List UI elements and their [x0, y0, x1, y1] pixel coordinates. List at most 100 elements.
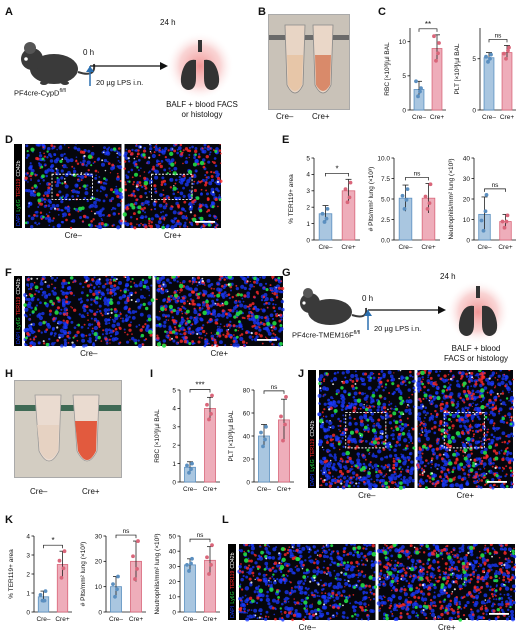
- y-tick-label: 10: [463, 217, 471, 224]
- y-axis-label: RBC [×10³]/µl BAL: [384, 42, 391, 96]
- stain-label: CD42b: [16, 278, 22, 294]
- panel-letter-h: H: [5, 368, 13, 380]
- panel-letter-e: E: [282, 134, 289, 146]
- y-tick-label: 0: [172, 479, 176, 486]
- y-tick-label: 1: [26, 590, 30, 597]
- significance-label: ns: [414, 170, 422, 177]
- data-point: [62, 566, 66, 570]
- significance-label: ns: [123, 528, 131, 535]
- y-tick-label: 0: [472, 107, 476, 114]
- data-point: [326, 207, 330, 211]
- y-tick-label: 0: [402, 107, 406, 114]
- panel-a-mouse-label: PF4cre-CypDfl/fl: [14, 88, 66, 98]
- scale-bar: [257, 339, 277, 341]
- data-point: [136, 539, 140, 543]
- data-point: [506, 49, 510, 53]
- significance-bracket: [419, 29, 437, 32]
- data-point: [323, 220, 327, 224]
- micrograph-cre-neg: [237, 544, 377, 622]
- tube-cre-pos-fluid: [315, 55, 331, 91]
- micrograph-label: Cre+: [210, 349, 228, 358]
- y-tick-label: 2: [306, 205, 310, 212]
- panel-b-tubes: [269, 15, 349, 109]
- panel-a-t0: 0 h: [83, 48, 94, 57]
- stain-label: TER119: [310, 438, 316, 457]
- data-point: [406, 187, 410, 191]
- data-point: [480, 219, 484, 223]
- data-point: [44, 589, 48, 593]
- y-axis-label: Neutrophils/mm² lung (×10³): [154, 533, 161, 614]
- data-point: [263, 438, 267, 442]
- y-tick-label: 5: [306, 155, 310, 162]
- panel-letter-b: B: [258, 6, 266, 18]
- x-tick-label: Cre+: [55, 616, 69, 623]
- data-point: [426, 207, 430, 211]
- bar-chart-svg: 0.02.55.07.510.0# Plts/mm² lung (×10³)Cr…: [364, 146, 444, 262]
- significance-label: ns: [492, 182, 500, 189]
- significance-bracket: [264, 391, 284, 394]
- micrograph-cre-pos: [416, 370, 515, 490]
- timeline-arrowhead-icon: [438, 306, 446, 314]
- y-tick-label: 20: [243, 456, 251, 463]
- panel-g-mouse-label-sup: fl/fl: [354, 330, 360, 336]
- data-point: [135, 567, 139, 571]
- micrograph-label: Cre–: [358, 491, 376, 500]
- data-point: [58, 559, 62, 563]
- data-point: [403, 207, 407, 211]
- bar: [484, 58, 494, 110]
- y-tick-label: 10.0: [377, 155, 390, 162]
- data-point: [113, 595, 117, 599]
- data-point: [185, 563, 189, 567]
- data-point: [116, 575, 120, 579]
- x-tick-label: Cre+: [430, 114, 444, 121]
- x-tick-label: Cre–: [477, 244, 491, 251]
- data-point: [261, 444, 265, 448]
- data-point: [504, 57, 508, 61]
- x-tick-label: Cre+: [203, 486, 217, 493]
- panel-h-tubes: [15, 381, 121, 477]
- stain-label: DAPI: [230, 606, 236, 618]
- micrograph-cre-pos: [123, 144, 223, 229]
- y-tick-label: 1: [172, 461, 176, 468]
- panel-g-t24: 24 h: [440, 272, 456, 281]
- y-axis-label: PLT [×10³]/µl BAL: [454, 43, 461, 94]
- panel-g-t0: 0 h: [362, 294, 373, 303]
- scale-bar: [195, 221, 215, 223]
- significance-bracket: [190, 390, 210, 393]
- data-point: [414, 79, 418, 83]
- y-tick-label: 7.5: [381, 176, 390, 183]
- data-point: [429, 182, 433, 186]
- significance-bracket: [44, 545, 63, 548]
- data-point: [501, 220, 505, 224]
- y-tick-label: 0: [98, 609, 102, 616]
- data-point: [346, 200, 350, 204]
- significance-label: ns: [495, 32, 503, 39]
- y-tick-label: 10: [169, 594, 177, 601]
- data-point: [432, 34, 436, 38]
- bar: [502, 53, 512, 110]
- stain-label: CD42b: [230, 552, 236, 568]
- y-tick-label: 2: [172, 443, 176, 450]
- y-tick-label: 5: [472, 56, 476, 63]
- y-tick-label: 30: [169, 564, 177, 571]
- scale-bar: [487, 481, 507, 483]
- data-point: [505, 220, 509, 224]
- y-tick-label: 0.0: [381, 237, 390, 244]
- data-point: [210, 543, 214, 547]
- y-axis-label: RBC [×10³]/µl BAL: [154, 409, 161, 463]
- data-point: [405, 198, 409, 202]
- tube-cre-neg-fluid: [287, 55, 303, 91]
- data-point: [485, 193, 489, 197]
